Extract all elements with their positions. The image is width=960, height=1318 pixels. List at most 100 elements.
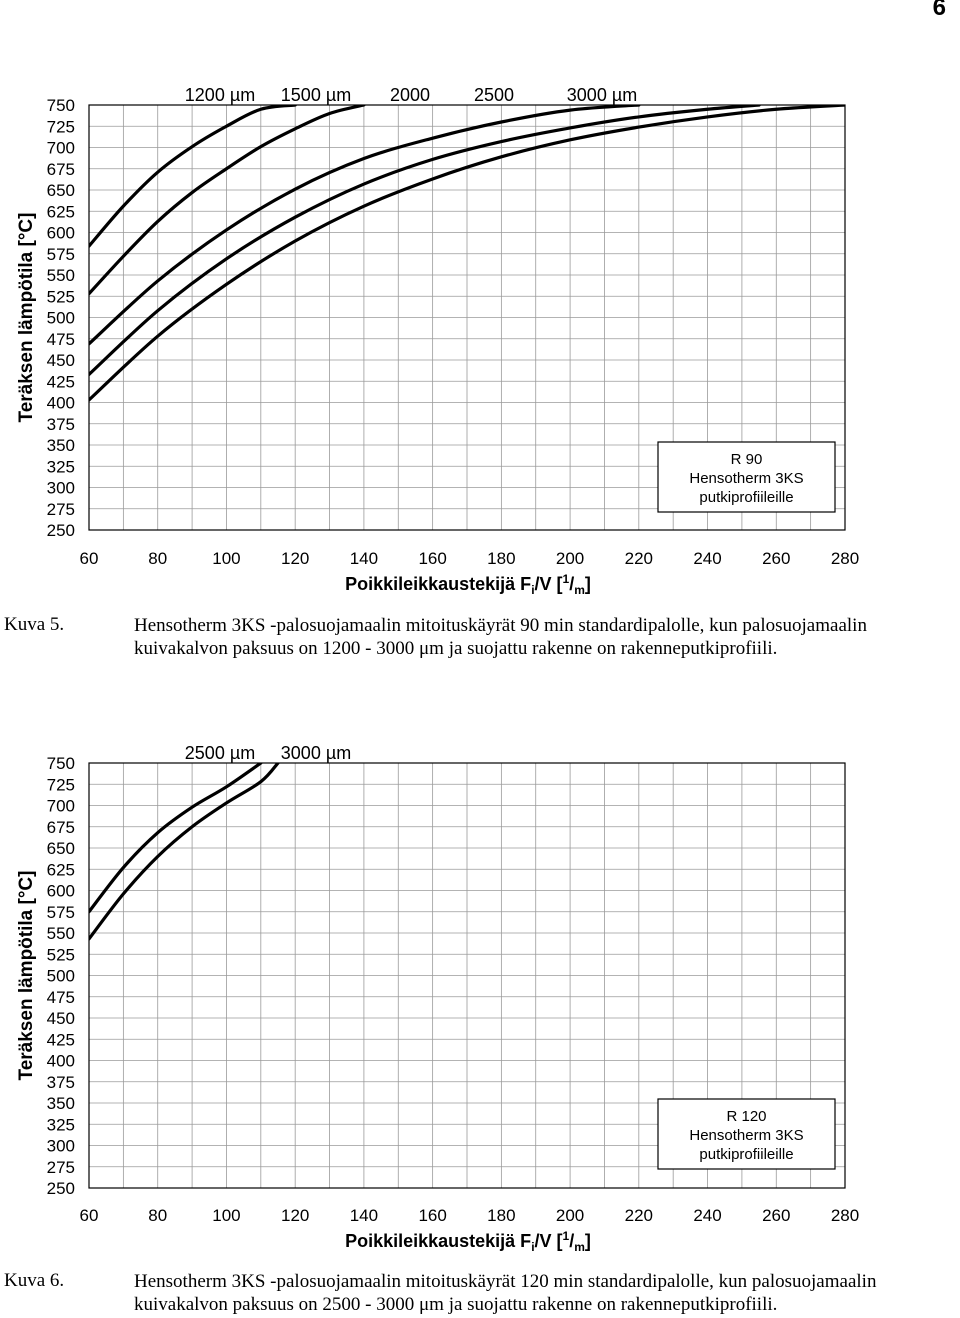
x-tick-label: 80	[148, 549, 167, 568]
y-tick-label: 525	[47, 945, 75, 964]
y-tick-label: 675	[47, 818, 75, 837]
x-tick-label: 140	[350, 549, 378, 568]
x-tick-label: 220	[625, 1206, 653, 1225]
y-tick-label: 325	[47, 1115, 75, 1134]
x-tick-label: 160	[418, 1206, 446, 1225]
y-tick-label: 575	[47, 903, 75, 922]
y-tick-label: 750	[47, 96, 75, 115]
y-tick-label: 500	[47, 967, 75, 986]
x-tick-label: 80	[148, 1206, 167, 1225]
y-tick-label: 625	[47, 202, 75, 221]
legend-line: Hensotherm 3KS	[689, 1127, 803, 1144]
x-tick-label: 280	[831, 1206, 859, 1225]
series-line	[89, 105, 297, 248]
y-tick-label: 300	[47, 479, 75, 498]
y-tick-label: 550	[47, 924, 75, 943]
x-tick-label: 120	[281, 549, 309, 568]
x-tick-label: 60	[80, 549, 99, 568]
y-tick-label: 625	[47, 860, 75, 879]
y-tick-label: 725	[47, 117, 75, 136]
legend-line: R 120	[726, 1108, 766, 1125]
y-tick-label: 400	[47, 1052, 75, 1071]
y-tick-label: 400	[47, 394, 75, 413]
series-line	[89, 105, 641, 346]
y-tick-label: 725	[47, 775, 75, 794]
series-label: 2000	[390, 85, 430, 105]
figure-label: Kuva 6.	[4, 1270, 65, 1291]
y-tick-label: 450	[47, 1009, 75, 1028]
figure-caption: Hensotherm 3KS -palosuojamaalin mitoitus…	[134, 1271, 877, 1315]
y-tick-label: 525	[47, 287, 75, 306]
y-tick-label: 300	[47, 1137, 75, 1156]
y-tick-label: 550	[47, 266, 75, 285]
legend-box	[657, 1098, 836, 1170]
x-tick-label: 140	[350, 1206, 378, 1225]
x-tick-label: 100	[212, 1206, 240, 1225]
figure-label: Kuva 5.	[4, 614, 65, 635]
x-axis-label: Poikkileikkaustekijä Fi/V [1/m]	[345, 1229, 591, 1254]
plot-frame	[88, 104, 846, 531]
x-tick-label: 120	[281, 1206, 309, 1225]
legend-line: putkiprofiileille	[699, 489, 793, 506]
x-tick-label: 240	[693, 549, 721, 568]
chart-r90: 250 275 300 325 350 375 400 425 450 475 500 525 550 5…	[16, 85, 859, 597]
series-label: 2500 µm	[185, 743, 255, 763]
y-tick-label: 475	[47, 988, 75, 1007]
legend-box	[657, 441, 836, 513]
x-tick-label: 160	[418, 549, 446, 568]
y-tick-label: 350	[47, 436, 75, 455]
x-tick-label: 240	[693, 1206, 721, 1225]
y-tick-label: 375	[47, 1073, 75, 1092]
page-number: 6	[932, 0, 946, 21]
y-tick-label: 600	[47, 224, 75, 243]
y-tick-label: 750	[47, 754, 75, 773]
y-tick-label: 425	[47, 372, 75, 391]
x-tick-label: 200	[556, 549, 584, 568]
y-tick-label: 275	[47, 500, 75, 519]
y-tick-label: 350	[47, 1094, 75, 1113]
chart-r120: 250 275 300 325 350 375 400 425 450 475 500 525 550 5…	[16, 743, 859, 1254]
x-tick-label: 180	[487, 549, 515, 568]
x-tick-label: 220	[625, 549, 653, 568]
y-axis-label: Teräksen lämpötila [°C]	[16, 871, 37, 1081]
series-label: 1500 µm	[281, 85, 351, 105]
x-tick-label: 260	[762, 549, 790, 568]
x-tick-label: 100	[212, 549, 240, 568]
legend-line: Hensotherm 3KS	[689, 470, 803, 487]
series-label: 2500	[474, 85, 514, 105]
legend-line: R 90	[731, 451, 763, 468]
y-tick-label: 675	[47, 160, 75, 179]
y-tick-label: 375	[47, 415, 75, 434]
y-tick-label: 475	[47, 330, 75, 349]
y-tick-label: 650	[47, 181, 75, 200]
y-axis-label: Teräksen lämpötila [°C]	[16, 213, 37, 423]
y-tick-label: 700	[47, 797, 75, 816]
y-tick-label: 450	[47, 351, 75, 370]
y-tick-label: 425	[47, 1030, 75, 1049]
y-tick-label: 600	[47, 882, 75, 901]
x-tick-label: 200	[556, 1206, 584, 1225]
x-tick-label: 180	[487, 1206, 515, 1225]
plot-frame	[88, 762, 846, 1189]
y-tick-label: 250	[47, 521, 75, 540]
y-tick-label: 575	[47, 245, 75, 264]
series-line	[89, 763, 263, 914]
y-tick-label: 250	[47, 1179, 75, 1198]
x-tick-label: 280	[831, 549, 859, 568]
series-line	[89, 105, 845, 402]
series-line	[89, 105, 761, 377]
grid	[88, 762, 846, 1189]
y-tick-label: 325	[47, 457, 75, 476]
y-tick-label: 650	[47, 839, 75, 858]
x-tick-label: 260	[762, 1206, 790, 1225]
figure-caption: Hensotherm 3KS -palosuojamaalin mitoitus…	[134, 615, 867, 659]
x-tick-label: 60	[80, 1206, 99, 1225]
x-axis-label: Poikkileikkaustekijä Fi/V [1/m]	[345, 572, 591, 597]
y-tick-label: 500	[47, 309, 75, 328]
series-label: 1200 µm	[185, 85, 255, 105]
y-tick-label: 275	[47, 1158, 75, 1177]
series-label: 3000 µm	[567, 85, 637, 105]
series-line	[89, 763, 280, 941]
y-tick-label: 700	[47, 139, 75, 158]
legend-line: putkiprofiileille	[699, 1146, 793, 1163]
